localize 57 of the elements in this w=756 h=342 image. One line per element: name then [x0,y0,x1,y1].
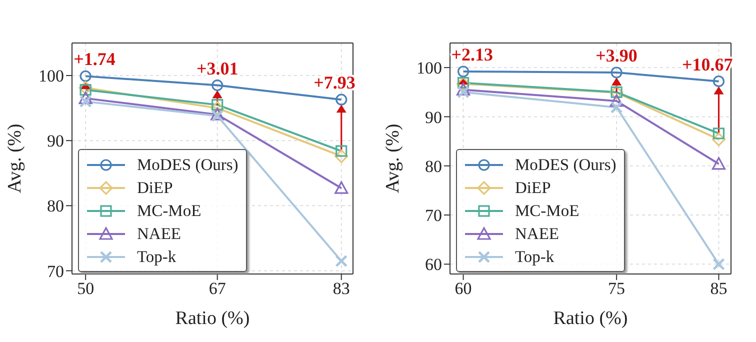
legend-label: MC-MoE [515,200,580,222]
point [712,132,726,146]
point [78,92,92,104]
y-axis-title: Avg. (%) [382,124,404,194]
legend-label: Top-k [137,246,176,268]
point [610,66,622,78]
point [334,181,348,194]
y-axis-title: Avg. (%) [4,124,26,194]
legend-label: MoDES (Ours) [137,154,238,176]
point [210,101,224,115]
point [79,95,92,108]
annotation: +1.74 [74,49,116,70]
legend-label: MoDES (Ours) [515,154,616,176]
y-tick-label: 70 [47,262,64,281]
point [336,145,348,157]
annotation: +2.13 [451,44,494,65]
x-tick-label: 50 [77,279,94,298]
y-tick-label: 90 [47,132,64,151]
x-tick-label: 85 [710,279,728,298]
annotation: +3.90 [596,45,638,66]
point [212,79,224,92]
y-tick-label: 100 [38,66,64,86]
legend-label: NAEE [137,223,181,245]
legend-label: DiEP [515,177,551,199]
point [336,94,348,106]
y-tick-label: 70 [425,206,442,226]
y-tick-label: 80 [425,156,442,176]
y-tick-label: 100 [416,58,442,78]
y-tick-label: 90 [425,108,442,127]
annotation: +3.01 [196,58,238,78]
x-tick-label: 67 [208,279,226,298]
x-axis-title: Ratio (%) [553,308,628,329]
point [78,81,92,95]
point [712,157,726,170]
point [80,84,92,96]
y-tick-label: 60 [425,255,442,274]
point [712,76,725,88]
point [610,94,624,107]
point [457,86,470,98]
point [335,254,348,268]
point [456,82,470,96]
point [212,99,224,111]
legend-label: MC-MoE [137,200,202,222]
legend-label: NAEE [515,223,559,245]
point [712,258,725,270]
point [80,70,92,82]
point [712,128,725,140]
x-tick-label: 83 [332,279,350,298]
legend-label: DiEP [137,177,173,199]
y-tick-label: 80 [47,196,64,216]
point [334,149,348,164]
x-axis-title: Ratio (%) [175,308,250,329]
x-tick-label: 60 [454,279,472,298]
point [610,101,623,114]
legend-label: Top-k [515,246,554,268]
point [457,66,470,78]
x-tick-label: 75 [608,279,626,298]
